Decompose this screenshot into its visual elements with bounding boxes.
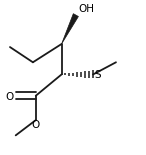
Text: O: O	[32, 120, 40, 131]
Polygon shape	[62, 14, 78, 44]
Text: O: O	[5, 92, 13, 102]
Text: OH: OH	[78, 4, 94, 14]
Text: S: S	[94, 70, 101, 80]
